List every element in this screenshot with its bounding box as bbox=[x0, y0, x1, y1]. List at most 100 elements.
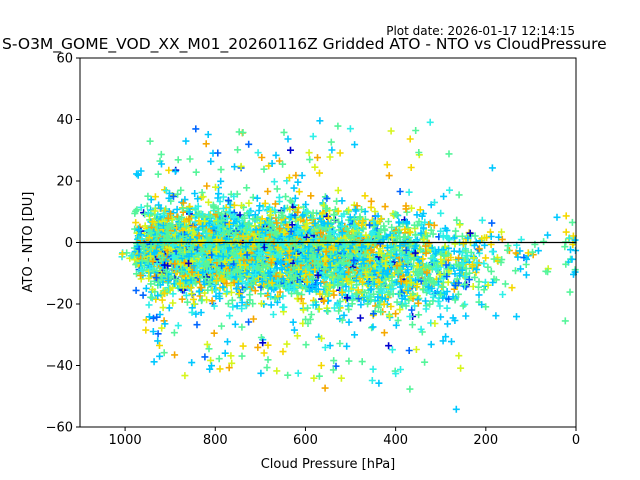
data-point bbox=[251, 269, 259, 277]
data-point bbox=[174, 190, 182, 198]
data-point bbox=[203, 182, 211, 190]
data-point bbox=[167, 210, 174, 218]
data-point bbox=[258, 154, 266, 161]
data-point bbox=[220, 246, 228, 253]
data-point bbox=[216, 295, 224, 302]
data-point bbox=[173, 205, 181, 213]
data-point bbox=[250, 238, 258, 246]
data-point bbox=[279, 160, 287, 168]
data-point bbox=[181, 218, 188, 225]
data-point bbox=[218, 262, 226, 270]
data-point bbox=[274, 244, 282, 252]
data-point bbox=[154, 337, 162, 345]
data-point bbox=[276, 282, 284, 290]
data-point bbox=[178, 268, 186, 275]
data-point bbox=[275, 214, 283, 221]
data-point bbox=[230, 192, 238, 200]
data-point bbox=[137, 203, 145, 211]
data-point bbox=[212, 292, 220, 300]
y-tick-label: 0 bbox=[65, 236, 73, 251]
data-point bbox=[267, 259, 275, 267]
data-point bbox=[141, 222, 149, 230]
data-point bbox=[249, 242, 257, 250]
data-point bbox=[200, 280, 208, 288]
data-point bbox=[255, 242, 263, 250]
data-point bbox=[229, 303, 237, 311]
data-point bbox=[164, 228, 172, 236]
data-point bbox=[169, 290, 177, 298]
data-point bbox=[205, 267, 213, 275]
data-point bbox=[282, 193, 290, 201]
data-point bbox=[257, 290, 265, 298]
data-point bbox=[185, 246, 193, 254]
data-point bbox=[242, 243, 250, 251]
data-point bbox=[204, 235, 212, 243]
data-point bbox=[254, 343, 262, 351]
data-point bbox=[217, 177, 225, 185]
data-point bbox=[151, 193, 159, 201]
x-tick-label: 0 bbox=[572, 433, 580, 448]
data-point bbox=[215, 209, 223, 217]
data-point bbox=[280, 128, 288, 136]
data-point bbox=[208, 362, 215, 370]
data-point bbox=[223, 273, 231, 281]
data-point bbox=[199, 268, 207, 276]
data-point bbox=[158, 296, 166, 304]
data-point bbox=[199, 222, 207, 230]
data-point bbox=[203, 229, 210, 237]
data-point bbox=[232, 229, 240, 237]
data-point bbox=[205, 345, 213, 353]
data-point bbox=[153, 247, 160, 255]
data-point bbox=[255, 264, 263, 272]
data-point bbox=[260, 165, 268, 173]
y-tick-label: 60 bbox=[56, 52, 73, 67]
data-point bbox=[259, 339, 267, 347]
data-point bbox=[151, 207, 159, 215]
data-point bbox=[172, 265, 180, 273]
data-point bbox=[253, 194, 261, 202]
data-point bbox=[142, 326, 150, 334]
data-point bbox=[241, 261, 249, 269]
data-point bbox=[118, 250, 126, 258]
data-point bbox=[198, 189, 206, 196]
data-point bbox=[202, 140, 210, 148]
data-point bbox=[280, 228, 288, 236]
data-point bbox=[233, 254, 241, 262]
data-point bbox=[144, 209, 152, 217]
data-point bbox=[260, 349, 268, 357]
data-point bbox=[157, 291, 165, 299]
data-point bbox=[228, 296, 236, 304]
data-point bbox=[279, 211, 287, 219]
data-point bbox=[131, 256, 139, 264]
data-point bbox=[174, 322, 182, 330]
data-point bbox=[245, 221, 253, 228]
data-point bbox=[200, 213, 208, 221]
data-point bbox=[255, 230, 263, 238]
data-point bbox=[159, 254, 166, 262]
data-point bbox=[283, 340, 291, 348]
data-point bbox=[179, 205, 187, 212]
data-point bbox=[123, 249, 131, 257]
data-point bbox=[215, 190, 222, 198]
data-point bbox=[186, 208, 193, 216]
data-point bbox=[274, 234, 282, 242]
data-point bbox=[161, 290, 169, 298]
data-point bbox=[203, 263, 211, 271]
data-point bbox=[253, 216, 261, 224]
data-point bbox=[237, 162, 245, 170]
data-point bbox=[239, 342, 247, 350]
data-point bbox=[264, 341, 272, 349]
data-point bbox=[267, 211, 274, 219]
data-point bbox=[207, 356, 215, 364]
data-point bbox=[144, 192, 152, 200]
data-point bbox=[264, 356, 272, 364]
data-point bbox=[225, 220, 233, 228]
x-axis-label: Cloud Pressure [hPa] bbox=[261, 457, 396, 472]
data-point bbox=[182, 137, 190, 145]
data-point bbox=[158, 160, 165, 168]
data-point bbox=[153, 313, 161, 321]
data-point bbox=[186, 235, 194, 243]
data-point bbox=[156, 352, 164, 360]
data-point bbox=[199, 193, 207, 201]
